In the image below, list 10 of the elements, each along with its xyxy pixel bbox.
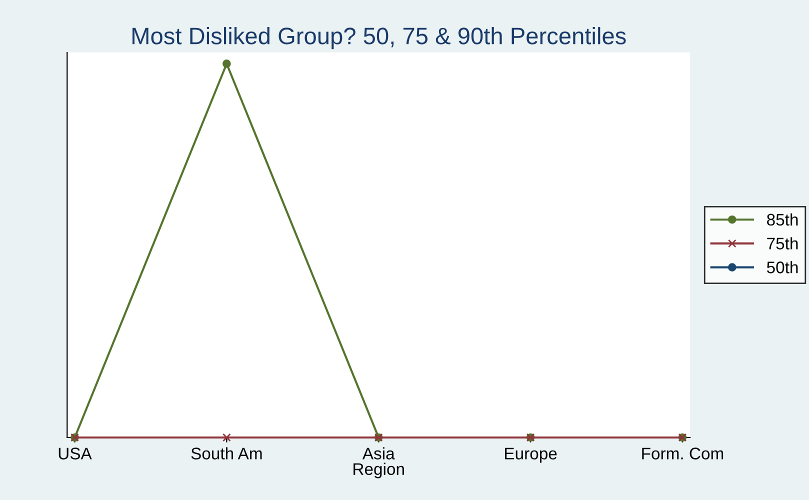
chart-title: Most Disliked Group? 50, 75 & 90th Percentiles — [132, 27, 626, 50]
x-tick-label: USA — [58, 448, 92, 460]
x-tick-label: Form. Com — [642, 448, 724, 460]
x-tick-label: Europe — [505, 448, 557, 463]
legend-label: 75th — [767, 237, 798, 250]
x-tick-label: Asia — [362, 447, 395, 460]
x-tick-label: South Am — [191, 447, 262, 460]
legend-label: 85th — [767, 213, 798, 226]
legend-label: 50th — [766, 261, 798, 274]
x-axis-title: Region — [354, 462, 404, 478]
